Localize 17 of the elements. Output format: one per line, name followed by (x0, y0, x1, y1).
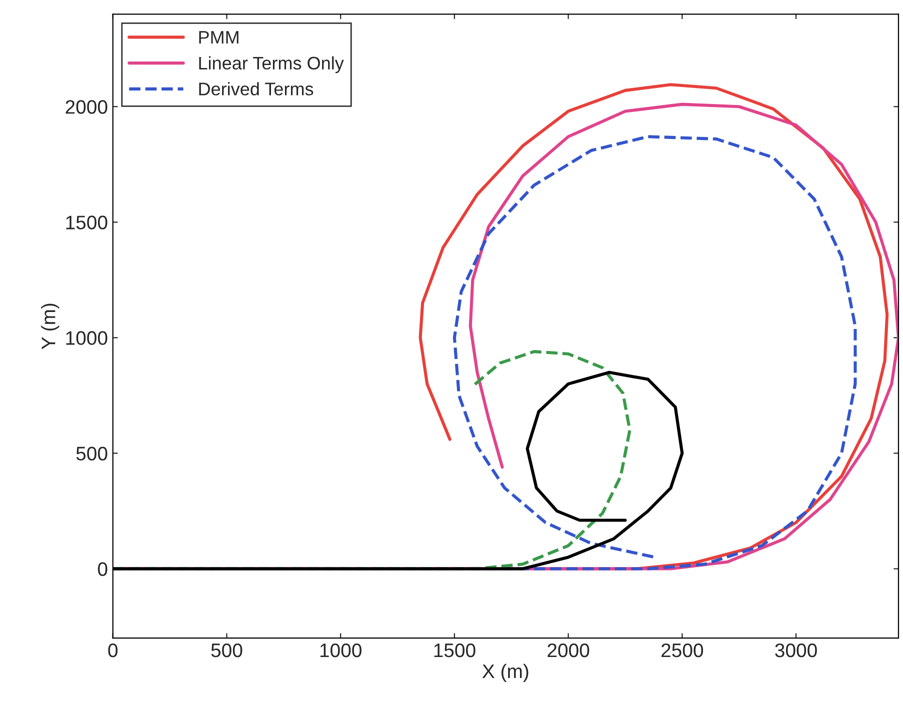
x-tick-label: 500 (211, 643, 242, 658)
legend-label: Linear Terms Only (199, 56, 344, 74)
legend-label: PMM (199, 31, 238, 44)
x-axis-title: X (m) (482, 664, 528, 682)
y-axis-title: Y (m) (41, 304, 60, 350)
y-tick-label: 2000 (66, 100, 108, 114)
y-tick-label: 1000 (66, 331, 108, 345)
x-tick-label: 3000 (775, 643, 817, 658)
x-tick-label: 0 (108, 643, 118, 658)
y-tick-label: 0 (98, 562, 108, 576)
x-tick-label: 2000 (548, 643, 590, 658)
y-tick-label: 1500 (66, 216, 108, 230)
x-tick-label: 2500 (662, 643, 704, 658)
x-tick-label: 1000 (320, 643, 362, 658)
legend-label: Derived Terms (199, 82, 314, 96)
x-tick-label: 1500 (434, 643, 476, 658)
y-tick-label: 500 (76, 446, 108, 460)
